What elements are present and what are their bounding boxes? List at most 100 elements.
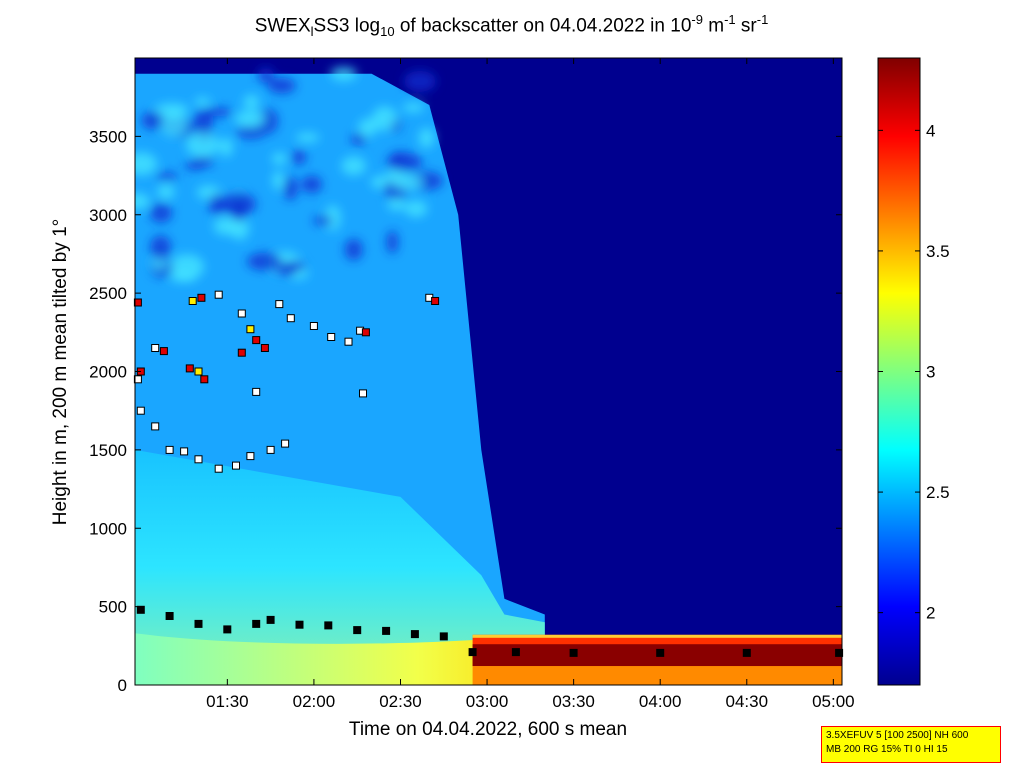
texture-patch: [186, 132, 220, 158]
texture-patch: [204, 107, 233, 117]
data-point: [353, 626, 362, 635]
texture-patch: [371, 106, 398, 131]
parameter-info-box: 3.5XEFUV 5 [100 2500] NH 600 MB 200 RG 1…: [821, 726, 1001, 763]
data-point: [133, 298, 142, 307]
texture-patch: [161, 111, 188, 137]
colorbar: [877, 57, 921, 686]
y-tick-label: 3000: [89, 206, 127, 225]
data-point: [359, 389, 367, 398]
data-point: [180, 447, 189, 456]
y-tick-label: 2500: [89, 284, 127, 303]
texture-patch: [358, 118, 377, 137]
data-point: [511, 648, 520, 657]
data-point: [185, 364, 194, 373]
texture-patch: [344, 238, 363, 261]
colorbar-axis: 2 2.5 3 3.5 4: [878, 121, 950, 623]
texture-patch: [194, 97, 211, 106]
texture-patch: [283, 176, 298, 201]
texture-patch: [272, 170, 285, 190]
data-point: [246, 325, 255, 334]
data-point: [431, 297, 440, 305]
data-point: [223, 625, 232, 634]
texture-patch: [219, 137, 233, 157]
data-point: [200, 375, 209, 384]
data-point: [159, 347, 168, 356]
texture-patch: [149, 202, 173, 223]
texture-patch: [234, 110, 266, 128]
colorbar-tick-label: 3: [926, 363, 935, 382]
data-point: [133, 375, 142, 384]
texture-patch: [243, 94, 260, 109]
data-point: [266, 445, 275, 454]
texture-patch: [403, 70, 437, 93]
series-yellow-square: [188, 297, 255, 376]
data-point: [327, 333, 336, 341]
data-point: [382, 626, 391, 635]
x-axis: 01:30 02:00 02:30 03:00 03:30 04:00 04:30 05:00: [206, 58, 855, 711]
heatmap: [135, 58, 842, 685]
data-point: [281, 439, 290, 448]
x-tick-label: 02:30: [379, 692, 422, 711]
texture-patch: [272, 152, 287, 165]
data-point: [252, 619, 261, 628]
data-point: [237, 348, 246, 357]
texture-patch: [330, 67, 358, 81]
data-point: [246, 452, 255, 461]
texture-patch: [184, 161, 204, 170]
data-point: [324, 621, 333, 630]
texture-patch: [135, 152, 158, 176]
texture-patch: [295, 132, 320, 143]
y-tick-label: 0: [118, 676, 127, 695]
texture-patch: [135, 193, 151, 210]
texture-patch: [402, 102, 425, 113]
data-point: [232, 461, 240, 470]
colorbar-tick-label: 3.5: [926, 242, 950, 261]
data-point: [835, 648, 844, 657]
data-point: [214, 290, 223, 299]
data-point: [295, 620, 304, 629]
data-point: [197, 293, 206, 302]
data-point: [136, 605, 145, 614]
x-tick-label: 04:00: [639, 692, 682, 711]
texture-patch: [341, 156, 367, 176]
series-black-square: [136, 605, 844, 657]
x-tick-label: 01:30: [206, 692, 249, 711]
texture-patch: [150, 235, 172, 260]
texture-patch: [151, 256, 168, 270]
texture-patch: [312, 216, 334, 226]
texture-patch: [220, 192, 257, 216]
layer-markers: [133, 290, 844, 657]
texture-patch: [193, 108, 214, 134]
near-ground-return: [472, 666, 842, 685]
data-point: [237, 309, 246, 318]
texture-patch: [267, 77, 296, 94]
series-white-square: [133, 290, 434, 473]
data-point: [410, 630, 419, 639]
data-point: [214, 464, 223, 473]
y-tick-label: 3500: [89, 127, 127, 146]
texture-patch: [418, 127, 435, 149]
info-line-2: MB 200 RG 15% TI 0 HI 15: [826, 744, 948, 755]
data-point: [194, 367, 203, 376]
texture-patch: [208, 193, 226, 215]
data-point: [165, 612, 174, 620]
data-point: [286, 314, 295, 323]
texture-patch: [155, 103, 189, 116]
texture-patch: [169, 272, 197, 283]
y-axis: 0 500 1000 1500 2000 2500 3000 3500: [89, 127, 842, 695]
data-point: [194, 619, 203, 628]
x-tick-label: 05:00: [812, 692, 855, 711]
data-point: [252, 336, 261, 345]
texture-patch: [386, 230, 399, 254]
data-point: [569, 648, 578, 657]
data-point: [136, 406, 145, 415]
series-red-square: [133, 293, 440, 384]
y-tick-label: 500: [99, 598, 127, 617]
texture-patch: [246, 252, 283, 271]
heatmap-boundary-layer: [135, 449, 545, 685]
data-point: [361, 328, 370, 337]
texture-patch: [213, 217, 239, 236]
texture-patch: [404, 200, 428, 218]
heatmap-texture: [135, 67, 444, 283]
